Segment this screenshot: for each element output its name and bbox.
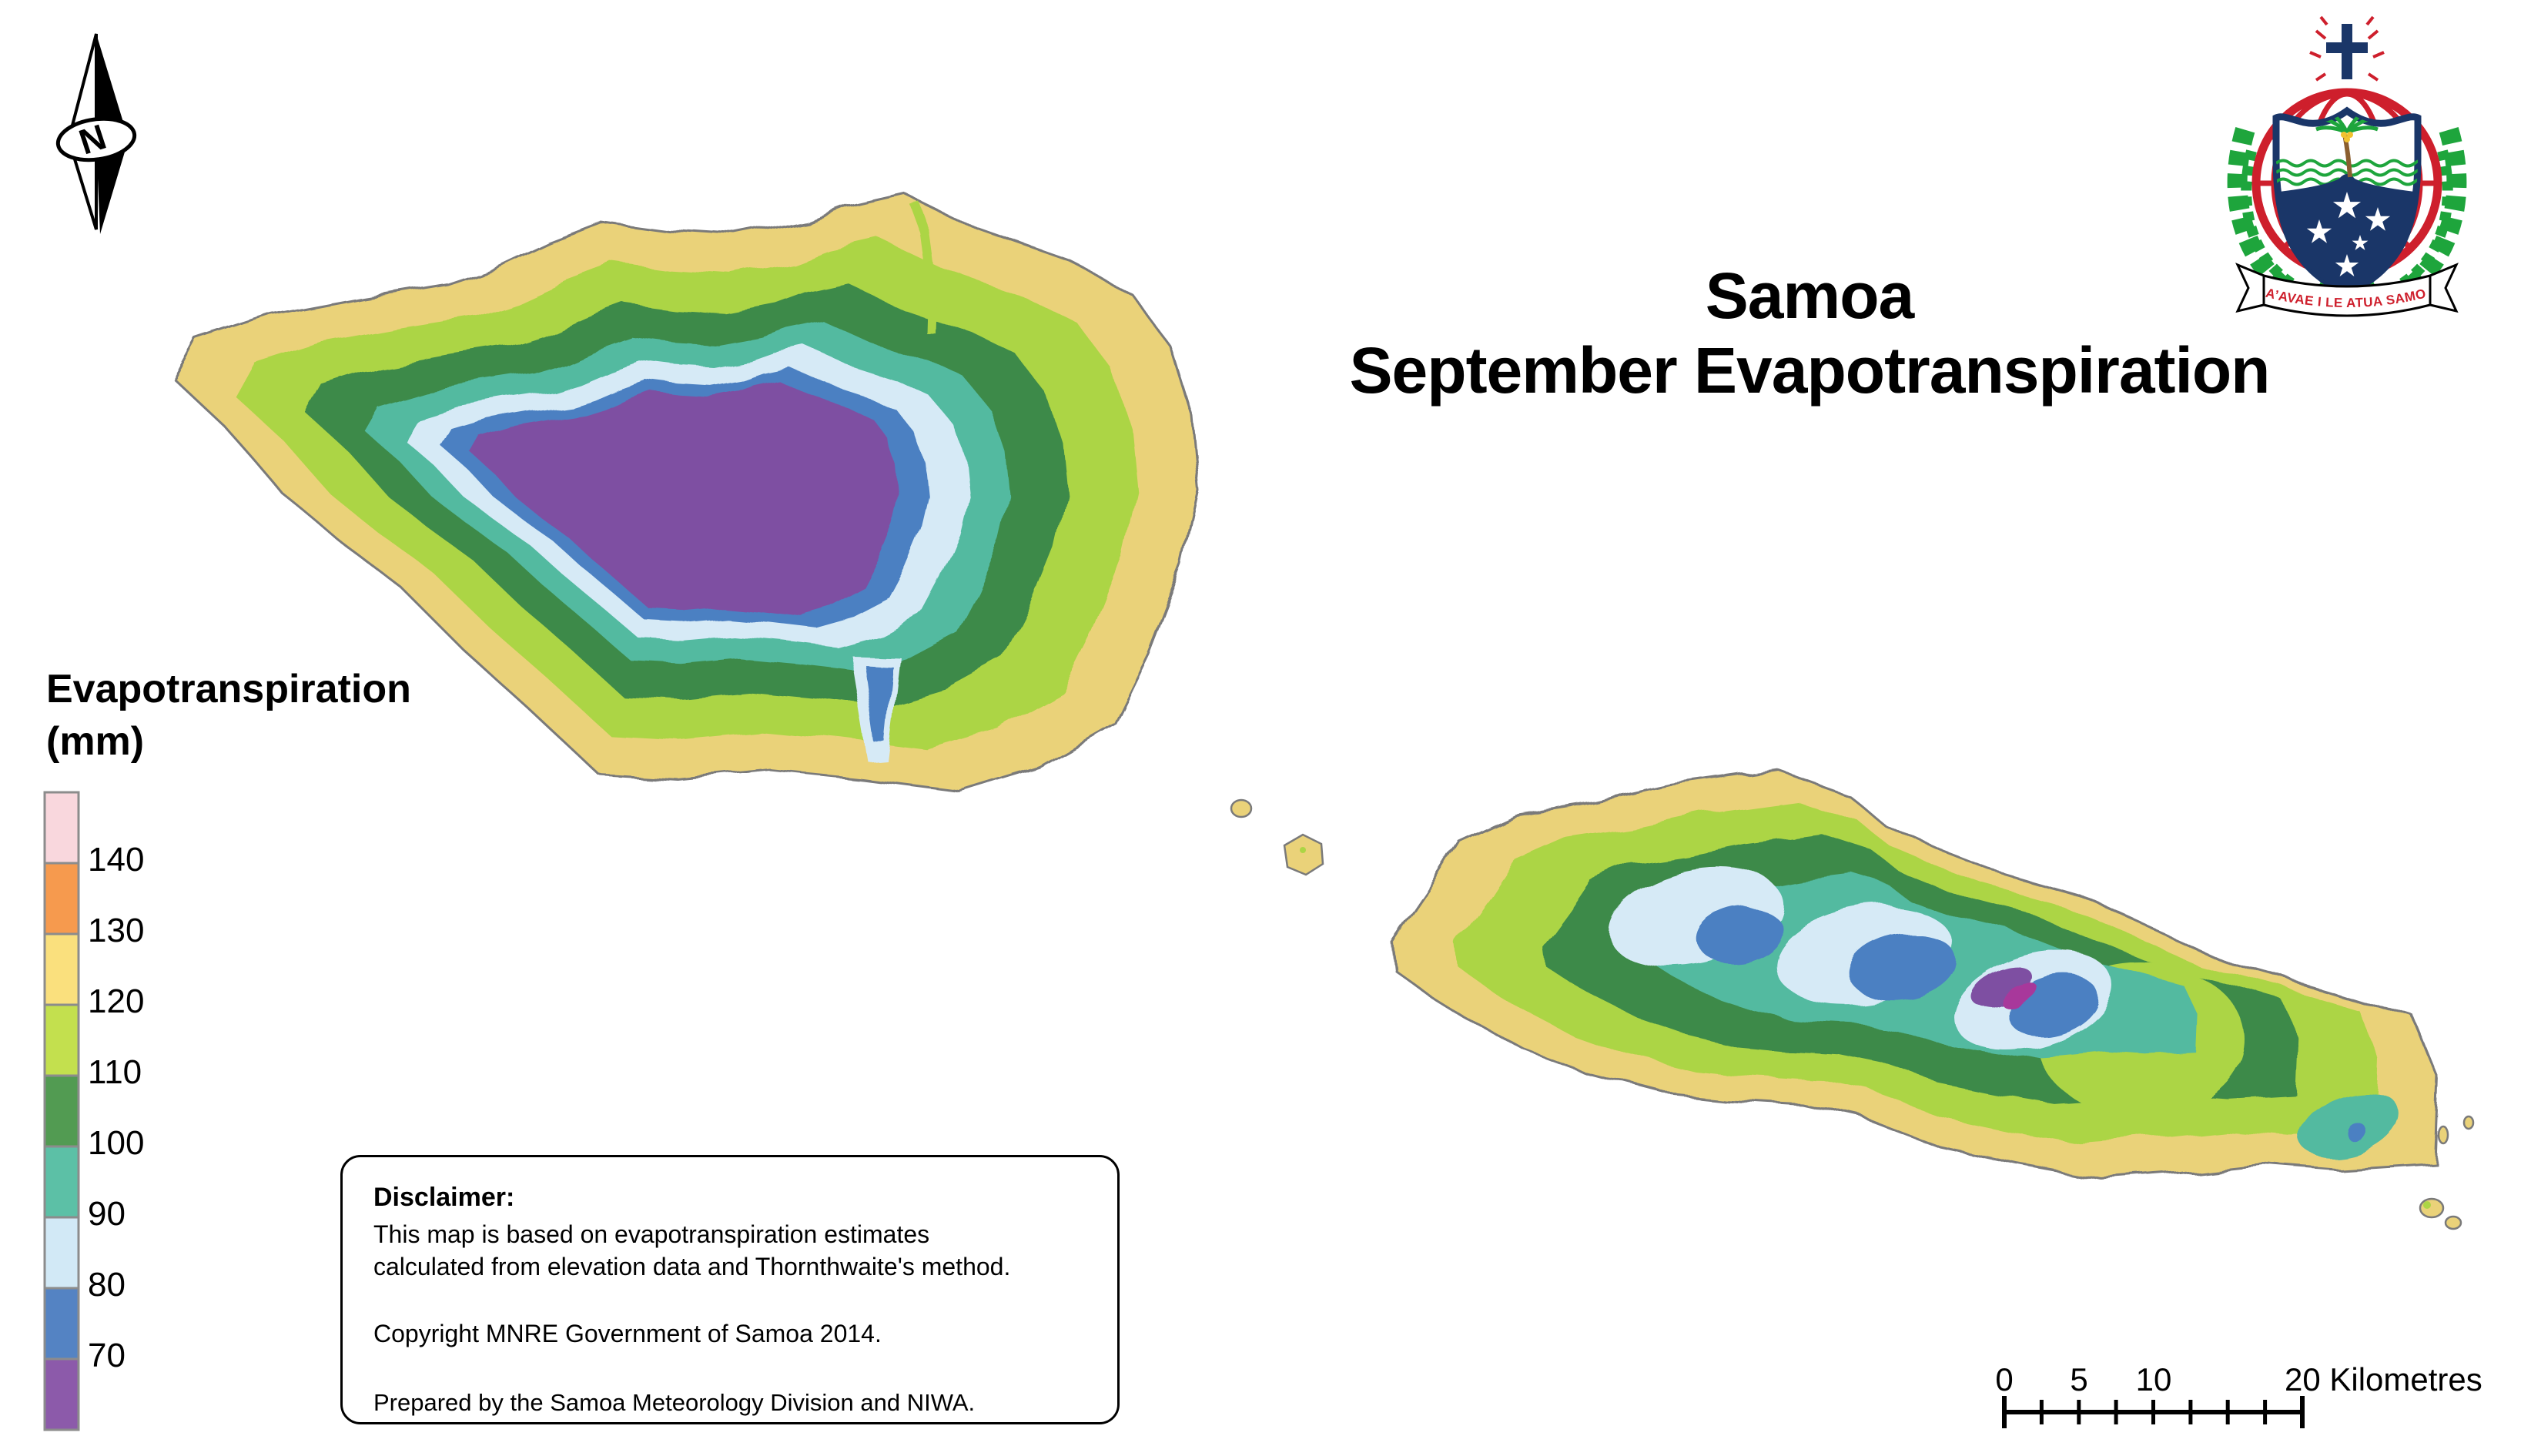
savaii-band-under-70 xyxy=(470,379,902,616)
motto-ribbon xyxy=(2235,263,2459,317)
legend-swatch-over-140 xyxy=(43,791,80,865)
legend-title-line-2: (mm) xyxy=(46,718,145,764)
islet-manono xyxy=(1283,833,1324,876)
legend-title-line-1: Evapotranspiration xyxy=(46,667,411,711)
legend-label-100: 100 xyxy=(88,1124,145,1162)
legend-swatch-110-120 xyxy=(43,1003,80,1077)
scalebar-label-20-kilometres: 20 Kilometres xyxy=(2285,1361,2482,1397)
island-savaii xyxy=(172,192,1200,793)
savaii-south-finger-blue xyxy=(864,664,892,743)
disclaimer-body-line-1: This map is based on evapotranspiration … xyxy=(373,1220,930,1249)
upolu-band-70-80-mid xyxy=(1848,932,1956,1000)
islet-sliver-1 xyxy=(2437,1125,2449,1145)
legend-swatch-under-70 xyxy=(43,1357,80,1431)
north-arrow: N xyxy=(55,33,137,234)
palm-nuts xyxy=(2341,132,2353,142)
upolu-east-blue-dot xyxy=(2345,1120,2365,1140)
upolu-band-70-80-west xyxy=(1698,907,1783,964)
title-line-1: Samoa xyxy=(1705,259,1914,332)
islet-apolima xyxy=(1230,798,1253,818)
legend-label-130: 130 xyxy=(88,912,145,949)
cross-icon xyxy=(2325,22,2369,81)
islets xyxy=(1230,798,2475,1230)
scalebar-label-0: 0 xyxy=(1995,1361,2014,1397)
samoa-coat-of-arms: FA’AVAE I LE ATUA SAMOA xyxy=(2211,12,2467,317)
islet-nuutele-green-speck xyxy=(2423,1201,2431,1209)
disclaimer-box: Disclaimer: This map is based on evapotr… xyxy=(340,1155,1120,1424)
legend-label-80: 80 xyxy=(88,1266,126,1304)
disclaimer-copyright: Copyright MNRE Government of Samoa 2014. xyxy=(373,1320,882,1348)
disclaimer-body-line-2: calculated from elevation data and Thorn… xyxy=(373,1252,1011,1280)
shield-sea xyxy=(2276,174,2418,293)
disclaimer-heading: Disclaimer: xyxy=(373,1183,515,1212)
north-arrow-ellipse xyxy=(55,116,137,162)
legend-swatch-130-140 xyxy=(43,862,80,936)
scalebar-label-10: 10 xyxy=(2135,1361,2172,1397)
cross-rays xyxy=(2309,15,2385,82)
scalebar-label-5: 5 xyxy=(2070,1361,2088,1397)
legend-label-110: 110 xyxy=(88,1053,142,1091)
legend-label-70: 70 xyxy=(88,1337,126,1374)
page-title: Samoa September Evapotranspiration xyxy=(1209,259,2410,407)
disclaimer-credit: Prepared by the Samoa Meteorology Divisi… xyxy=(373,1388,976,1416)
legend-swatch-70-80 xyxy=(43,1287,80,1361)
legend-swatch-90-100 xyxy=(43,1145,80,1219)
legend-label-90: 90 xyxy=(88,1195,126,1233)
scalebar xyxy=(2002,1396,2305,1428)
legend-swatch-column xyxy=(43,791,80,1431)
title-line-2: September Evapotranspiration xyxy=(1349,333,2271,407)
islet-manono-green-speck xyxy=(1300,847,1306,853)
north-arrow-lower-black xyxy=(96,142,128,234)
legend-label-140: 140 xyxy=(88,841,145,879)
legend-swatch-120-130 xyxy=(43,932,80,1006)
legend-swatch-100-110 xyxy=(43,1074,80,1148)
islet-nuutele xyxy=(2419,1197,2445,1219)
islet-nuulua xyxy=(2444,1215,2462,1230)
legend-label-120: 120 xyxy=(88,982,145,1020)
north-arrow-upper-black xyxy=(96,34,128,137)
legend-swatch-80-90 xyxy=(43,1216,80,1290)
island-upolu xyxy=(1391,768,2441,1181)
islet-sliver-2 xyxy=(2462,1115,2475,1130)
savaii-valley-line xyxy=(909,199,936,332)
upolu-band-under-70 xyxy=(1972,967,2032,1007)
upolu-magenta-core xyxy=(2000,982,2038,1007)
legend-title: Evapotranspiration (mm) xyxy=(46,664,508,768)
